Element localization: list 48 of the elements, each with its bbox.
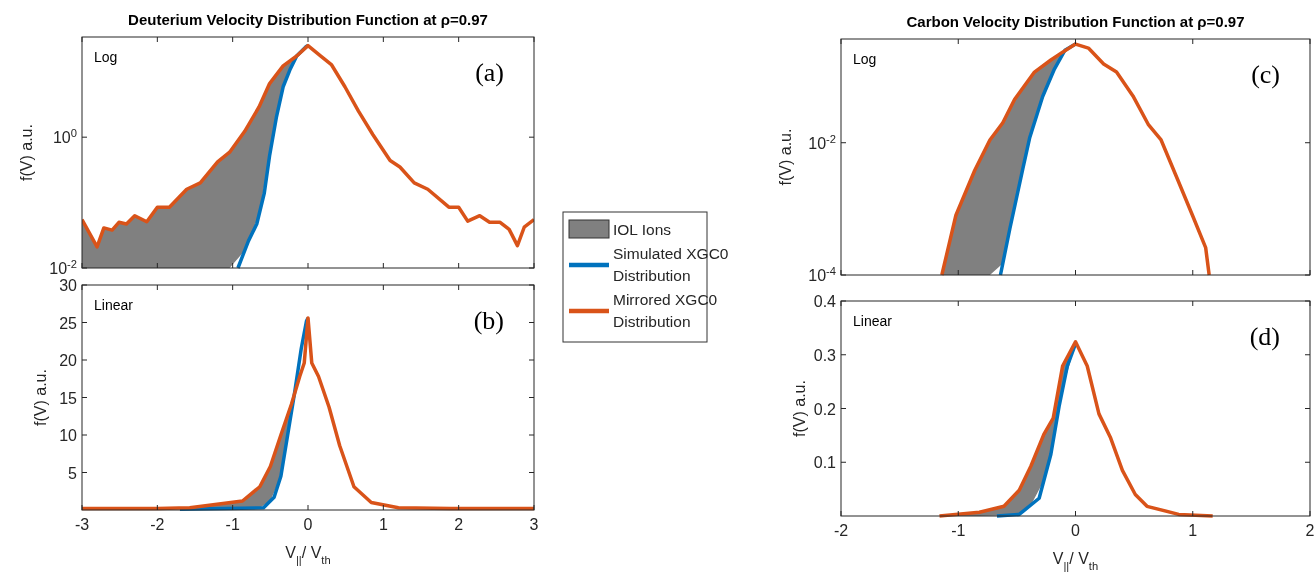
x-tick-label: 3 <box>529 516 539 533</box>
x-tick-label: -2 <box>833 522 849 539</box>
annotation: Linear <box>853 313 893 329</box>
x-tick-label: 1 <box>1188 522 1198 539</box>
y-tick-label: 10$^{-2}$ <box>808 132 836 152</box>
y-tick-label: 30 <box>59 277 78 294</box>
chart-title: Carbon Velocity Distribution Function at ρ=0.97 <box>906 13 1245 30</box>
annotation: Log <box>853 51 877 67</box>
y-tick-label: 0.1 <box>813 454 837 472</box>
line-series <box>82 43 534 249</box>
y-tick-label: 10$^{-2}$ <box>49 258 77 277</box>
x-tick-label: 0 <box>303 516 313 533</box>
annotation: (d) <box>1249 322 1280 351</box>
x-tick-label: -3 <box>74 516 90 533</box>
x-axis-title: V$_{||}$/ V$_{th}$ <box>1052 550 1099 572</box>
legend-label: Simulated XGC0 Distribution <box>613 245 729 284</box>
chart-title: Deuterium Velocity Distribution Function at ρ=0.97 <box>128 11 488 28</box>
y-tick-label: 25 <box>59 314 78 332</box>
legend-label: Mirrored XGC0 Distribution <box>613 291 718 330</box>
y-axis-title: f(V) a.u. <box>18 124 35 181</box>
y-axis-title: f(V) a.u. <box>791 380 808 437</box>
annotation: (a) <box>475 58 504 87</box>
y-axis-title: f(V) a.u. <box>777 128 794 186</box>
annotation: (b) <box>473 306 504 335</box>
y-tick-label: 10$^{-4}$ <box>808 265 836 284</box>
y-tick-label: 5 <box>68 464 78 482</box>
annotation: Log <box>94 49 118 65</box>
legend-label: IOL Ions <box>613 221 672 238</box>
y-tick-label: 15 <box>59 389 78 407</box>
annotation: (c) <box>1251 60 1280 89</box>
x-tick-label: -1 <box>951 522 966 539</box>
x-tick-label: -1 <box>225 516 240 533</box>
line-series <box>940 42 1211 277</box>
x-tick-label: 1 <box>378 516 388 533</box>
y-tick-label: 0.4 <box>813 293 837 310</box>
y-tick-label: 0.2 <box>813 400 837 418</box>
y-tick-label: 10$^{0}$ <box>52 127 77 147</box>
annotation: Linear <box>94 297 134 313</box>
x-tick-label: -2 <box>150 516 165 533</box>
line-series <box>937 340 1215 518</box>
y-tick-label: 0.3 <box>813 346 837 364</box>
y-tick-label: 20 <box>59 352 78 369</box>
y-tick-label: 10 <box>59 427 78 444</box>
x-tick-label: 2 <box>1305 522 1315 539</box>
x-tick-label: 0 <box>1071 522 1081 539</box>
x-tick-label: 2 <box>454 516 464 533</box>
x-axis-title: V$_{||}$/ V$_{th}$ <box>285 544 331 566</box>
y-axis-title: f(V) a.u. <box>32 369 49 426</box>
